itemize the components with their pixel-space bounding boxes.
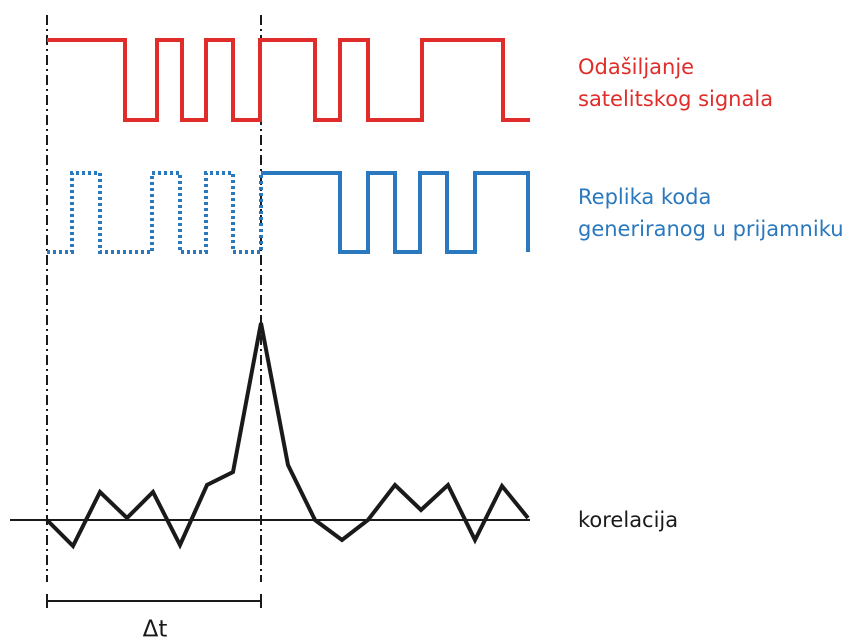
correlation-curve: [45, 322, 530, 550]
delta-label: Δt: [143, 617, 168, 642]
replica-signal: [261, 171, 530, 254]
delta-bracket: [46, 594, 262, 608]
transmit-label: satelitskog signala: [578, 87, 773, 111]
correlation-label: korelacija: [578, 508, 678, 532]
transmit-label: Odašiljanje: [578, 55, 694, 79]
replica-label: Replika koda: [578, 185, 711, 209]
replica-label: generiranog u prijamniku: [578, 217, 844, 241]
satellite-signal: [47, 38, 530, 122]
replica-dotted: [47, 171, 263, 254]
